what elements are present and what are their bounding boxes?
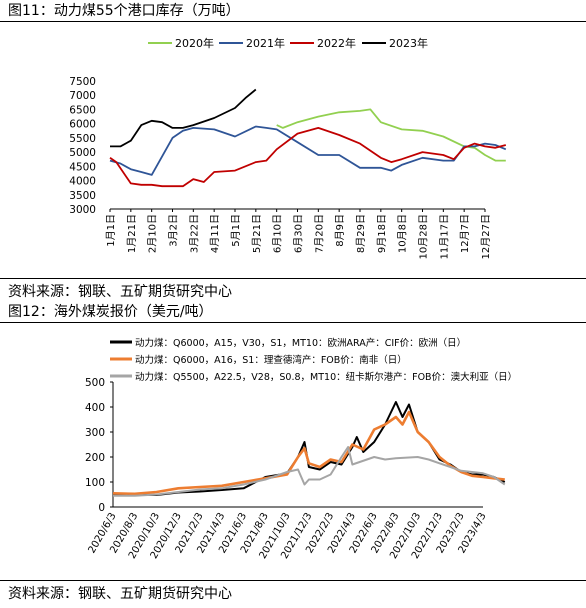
figure1-title: 图11：动力煤55个港口库存（万吨） xyxy=(8,3,240,19)
x-tick-label: 3月22日 xyxy=(188,214,200,253)
y-tick-label: 5000 xyxy=(69,147,96,159)
y-tick-label: 6500 xyxy=(69,104,96,116)
x-tick-label: 3月2日 xyxy=(168,214,180,247)
legend-label: 2022年 xyxy=(317,36,356,50)
series-line xyxy=(109,125,507,176)
x-tick-label: 8月29日 xyxy=(355,214,367,253)
legend-label: 2021年 xyxy=(246,36,285,50)
x-tick-label: 5月1日 xyxy=(230,214,242,247)
y-tick-label: 0 xyxy=(98,502,105,514)
figure1-bottom-rule xyxy=(0,278,586,279)
legend-label: 2023年 xyxy=(389,36,428,50)
y-tick-label: 3500 xyxy=(69,190,96,202)
series-line xyxy=(110,88,257,148)
y-tick-label: 6000 xyxy=(69,119,96,131)
legend-label: 2020年 xyxy=(175,36,214,50)
figure1-top-rule xyxy=(0,21,586,22)
y-tick-label: 200 xyxy=(85,452,105,464)
y-tick-label: 100 xyxy=(85,477,105,489)
legend-label: 动力煤：Q6000，A15，V30，S1，MT10：欧洲ARA产：CIF价：欧洲… xyxy=(135,337,466,349)
series-line xyxy=(109,127,507,188)
y-tick-label: 3000 xyxy=(69,204,96,216)
series-line xyxy=(113,446,506,497)
y-tick-label: 4000 xyxy=(69,176,96,188)
series-line xyxy=(112,401,506,496)
x-tick-label: 12月27日 xyxy=(480,214,492,259)
x-tick-label: 7月20日 xyxy=(313,214,325,253)
y-tick-label: 7500 xyxy=(69,76,96,88)
x-tick-label: 8月9日 xyxy=(334,214,346,247)
x-tick-label: 6月30日 xyxy=(293,214,305,253)
x-tick-label: 9月18日 xyxy=(376,214,388,253)
x-tick-label: 4月11日 xyxy=(209,214,221,253)
y-tick-label: 7000 xyxy=(69,90,96,102)
figure2-source: 资料来源：钢联、五矿期货研究中心 xyxy=(8,586,232,602)
legend-label: 动力煤：Q5500，A22.5，V28，S0.8，MT10：纽卡斯尔港产：FOB… xyxy=(135,371,517,383)
figure2-top-rule xyxy=(0,322,586,323)
chart-overseas-coal-price: 01002003004005002020/6/32020/8/32020/10/… xyxy=(85,337,517,561)
x-tick-label: 10月8日 xyxy=(397,214,409,253)
figure1-source: 资料来源：钢联、五矿期货研究中心 xyxy=(8,284,232,300)
x-tick-label: 12月7日 xyxy=(459,214,471,253)
y-tick-label: 4500 xyxy=(69,161,96,173)
x-tick-label: 6月10日 xyxy=(272,214,284,253)
x-tick-label: 1月21日 xyxy=(126,214,138,253)
x-tick-label: 1月1日 xyxy=(105,214,117,247)
legend-label: 动力煤：Q6000，A16，S1：理查德湾产：FOB价：南非（日） xyxy=(135,354,407,366)
x-tick-label: 11月17日 xyxy=(438,214,450,259)
chart-port-inventory: 3000 3500 4000 4500 5000 5500 6000 6500 7000 7500… xyxy=(69,36,507,259)
x-tick-label: 10月28日 xyxy=(418,214,430,259)
series-line xyxy=(112,410,505,496)
y-tick-label: 500 xyxy=(85,377,105,389)
series-line xyxy=(276,108,506,162)
figure2-title: 图12：海外煤炭报价（美元/吨） xyxy=(8,304,213,320)
figure2-bottom-rule xyxy=(0,580,586,581)
y-tick-label: 400 xyxy=(85,402,105,414)
y-tick-label: 5500 xyxy=(69,133,96,145)
y-tick-label: 300 xyxy=(85,427,105,439)
x-tick-label: 2月10日 xyxy=(147,214,159,253)
x-tick-label: 5月21日 xyxy=(251,214,263,253)
